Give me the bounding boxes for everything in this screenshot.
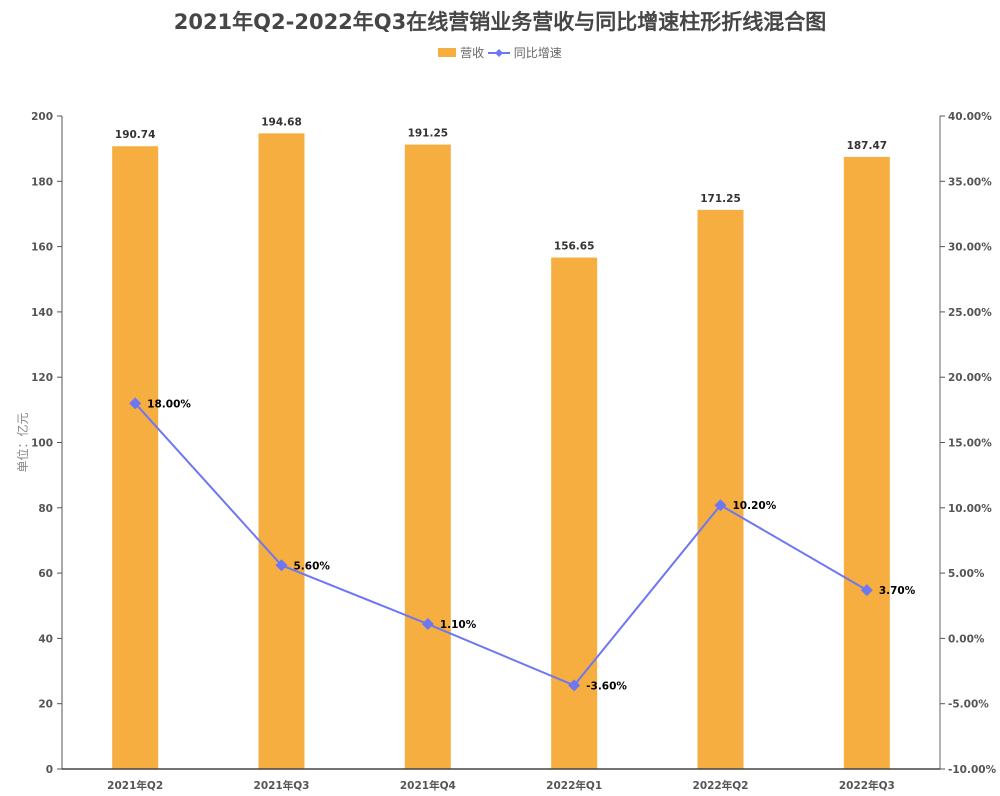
- bar-revenue[interactable]: [843, 156, 890, 769]
- legend-line-diamond-icon: [487, 48, 510, 57]
- chart-title: 2021年Q2-2022年Q3在线营销业务营收与同比增速柱形折线混合图: [173, 10, 827, 34]
- y-tick-label: 200: [31, 111, 53, 123]
- y-tick-label: 0: [46, 764, 53, 776]
- bar-revenue[interactable]: [112, 146, 159, 770]
- bar-revenue[interactable]: [697, 209, 744, 769]
- legend-bar-swatch-icon: [438, 48, 457, 57]
- bar-value-label: 171.25: [700, 193, 741, 205]
- y-tick-label: 120: [31, 372, 53, 384]
- y2-tick-label: 5.00%: [948, 568, 985, 580]
- y-tick-label: 140: [31, 307, 53, 319]
- diamond-marker-icon[interactable]: [421, 618, 434, 631]
- bar-value-label: 191.25: [408, 128, 449, 140]
- y-tick-label: 160: [31, 242, 53, 254]
- x-tick-label: 2022年Q3: [839, 779, 895, 792]
- y2-tick-label: 0.00%: [948, 633, 985, 645]
- growth-line: [134, 402, 868, 687]
- x-tick-label: 2022年Q2: [693, 779, 749, 792]
- legend-label: 同比增速: [513, 46, 562, 60]
- y-tick-label: 80: [38, 503, 53, 515]
- y2-tick-label: 25.00%: [948, 307, 992, 319]
- y2-tick-label: 30.00%: [948, 242, 992, 254]
- y-tick-label: 20: [38, 699, 53, 711]
- y-tick-label: 40: [38, 633, 53, 645]
- x-tick-label: 2021年Q3: [254, 779, 310, 792]
- bar-revenue[interactable]: [404, 144, 451, 770]
- y2-tick-label: 20.00%: [948, 372, 992, 384]
- y2-tick-label: 40.00%: [948, 111, 992, 123]
- legend-label: 营收: [460, 46, 485, 60]
- growth-value-label: -3.60%: [586, 680, 627, 692]
- y-axis-title: 单位：亿元: [15, 412, 30, 472]
- diamond-marker-icon[interactable]: [860, 584, 873, 597]
- bar-revenue[interactable]: [258, 133, 305, 769]
- legend: 营收 同比增速: [0, 44, 1000, 61]
- diamond-marker-icon[interactable]: [714, 499, 727, 512]
- x-tick-label: 2021年Q4: [400, 779, 456, 792]
- bar-value-label: 156.65: [554, 241, 595, 253]
- x-tick-label: 2022年Q1: [546, 779, 602, 792]
- y2-tick-label: -5.00%: [948, 699, 989, 711]
- bar-value-label: 187.47: [847, 140, 888, 152]
- bar-value-label: 194.68: [261, 116, 302, 128]
- growth-value-label: 5.60%: [294, 560, 331, 572]
- growth-value-label: 3.70%: [879, 585, 916, 597]
- y-tick-label: 60: [38, 568, 53, 580]
- growth-value-label: 1.10%: [440, 619, 477, 631]
- y2-tick-label: 15.00%: [948, 438, 992, 450]
- y-tick-label: 180: [31, 176, 53, 188]
- legend-item-growth[interactable]: 同比增速: [487, 44, 562, 61]
- y2-tick-label: 35.00%: [948, 176, 992, 188]
- legend-item-revenue[interactable]: 营收: [438, 44, 484, 61]
- diamond-marker-icon[interactable]: [275, 559, 288, 572]
- diamond-marker-icon[interactable]: [129, 397, 142, 410]
- y2-tick-label: 10.00%: [948, 503, 992, 515]
- y2-tick-label: -10.00%: [948, 764, 997, 776]
- y-tick-label: 100: [31, 438, 53, 450]
- x-tick-label: 2021年Q2: [107, 779, 163, 792]
- diamond-marker-icon[interactable]: [568, 679, 581, 692]
- bar-value-label: 190.74: [115, 129, 156, 141]
- growth-value-label: 18.00%: [147, 398, 191, 410]
- growth-value-label: 10.20%: [733, 500, 777, 512]
